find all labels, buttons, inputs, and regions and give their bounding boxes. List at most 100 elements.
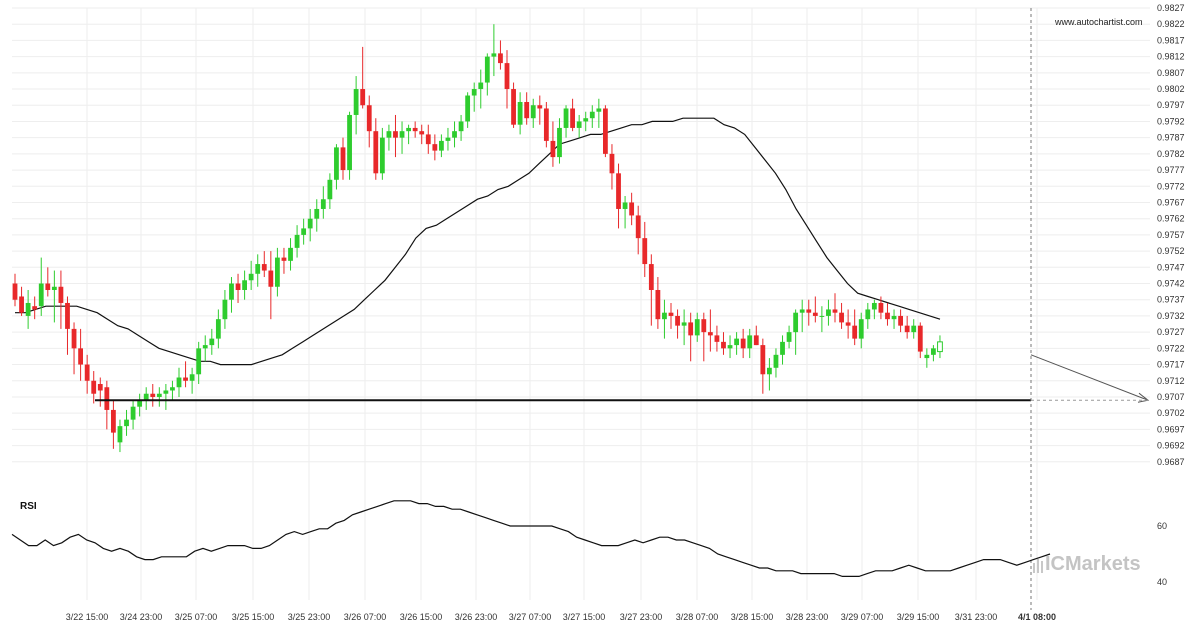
- candle-body: [452, 131, 457, 138]
- candle-body: [734, 338, 739, 346]
- candle: [183, 361, 188, 388]
- candle-body: [799, 309, 805, 313]
- candle-body: [537, 105, 543, 109]
- candle-body: [865, 309, 871, 320]
- candle: [465, 92, 471, 128]
- candle-body: [320, 199, 326, 209]
- candle-body: [97, 384, 103, 391]
- x-tick-label: 3/27 15:00: [563, 612, 606, 622]
- candle-body: [471, 89, 477, 96]
- candle: [799, 299, 805, 333]
- candle: [307, 208, 313, 242]
- candle-body: [104, 387, 110, 410]
- candle-body: [78, 348, 83, 365]
- candle-body: [924, 354, 930, 359]
- candle: [839, 302, 844, 329]
- candle: [819, 306, 825, 333]
- candle-body: [629, 202, 635, 216]
- candle-body: [504, 63, 510, 90]
- candle-body: [491, 53, 497, 57]
- candle-body: [904, 325, 910, 333]
- candle-body: [281, 257, 287, 261]
- candle-body: [530, 105, 536, 119]
- candle: [163, 384, 169, 410]
- candle: [891, 309, 897, 329]
- candle: [924, 348, 930, 368]
- candle: [399, 121, 405, 154]
- candle-body: [255, 264, 261, 274]
- candle-body: [871, 302, 877, 310]
- x-axis: 3/22 15:00 3/24 23:00 3/25 07:00 3/25 15:00…: [66, 612, 1056, 622]
- candle: [557, 118, 562, 164]
- candle: [845, 309, 851, 339]
- candle: [484, 53, 490, 96]
- candle: [439, 134, 444, 158]
- candle: [373, 118, 379, 180]
- candle: [622, 196, 628, 229]
- candle-body: [727, 345, 733, 349]
- candle: [852, 309, 858, 346]
- candle: [760, 338, 766, 394]
- candle-body: [616, 173, 621, 209]
- candle-body: [45, 283, 51, 290]
- candle-body: [170, 387, 175, 391]
- candle: [734, 332, 739, 355]
- candle: [452, 121, 457, 148]
- candle: [543, 102, 549, 148]
- y-axis: 0.9827 0.9822 0.9817 0.9812 0.9807 0.9802 0.97…: [1157, 3, 1185, 467]
- candle: [124, 409, 129, 436]
- candle-body: [721, 341, 726, 349]
- x-tick-label: 3/28 07:00: [676, 612, 719, 622]
- candle: [334, 144, 339, 190]
- candle: [432, 134, 438, 161]
- candle: [898, 309, 903, 333]
- candle: [242, 270, 247, 300]
- y-tick-label: 0.9737: [1157, 295, 1185, 305]
- y-tick-label: 0.9787: [1157, 133, 1185, 143]
- moving-average-line: [15, 117, 941, 366]
- candle-body: [465, 95, 471, 122]
- candle: [38, 257, 44, 316]
- candle: [340, 137, 346, 180]
- candle: [878, 296, 884, 320]
- candle: [301, 218, 307, 245]
- candle-body: [517, 102, 523, 125]
- candle: [603, 105, 608, 158]
- candle: [806, 299, 812, 326]
- candle: [576, 114, 582, 138]
- candle: [721, 332, 726, 355]
- candle: [740, 328, 746, 359]
- candle-body: [675, 315, 680, 326]
- candle-body: [793, 312, 799, 333]
- candle-body: [124, 419, 129, 427]
- candle: [655, 277, 661, 329]
- candle: [747, 328, 753, 359]
- candle: [511, 82, 516, 128]
- candle: [111, 400, 116, 449]
- broker-logo: ICMarkets: [1033, 553, 1141, 575]
- candle-body: [242, 280, 247, 290]
- candle: [255, 254, 261, 287]
- candle: [570, 98, 575, 132]
- candle-body: [858, 319, 864, 339]
- candle-body: [51, 286, 57, 290]
- candle: [694, 312, 700, 342]
- candle: [202, 335, 208, 362]
- candle-body: [478, 82, 484, 90]
- candle-body: [19, 296, 24, 313]
- candle-body: [714, 335, 720, 342]
- candle: [885, 302, 890, 326]
- watermark-url: www.autochartist.com: [1054, 17, 1143, 27]
- candle-body: [360, 89, 366, 106]
- candle: [871, 299, 877, 320]
- candle-body: [747, 335, 753, 349]
- candle-body: [753, 335, 759, 346]
- candle: [143, 387, 149, 410]
- candle-body: [25, 302, 31, 316]
- candle-body: [32, 306, 38, 310]
- candle-body: [307, 218, 313, 229]
- y-tick-label: 0.9752: [1157, 246, 1185, 256]
- candle-body: [12, 283, 18, 300]
- candle: [629, 192, 635, 226]
- candle-body: [603, 108, 608, 154]
